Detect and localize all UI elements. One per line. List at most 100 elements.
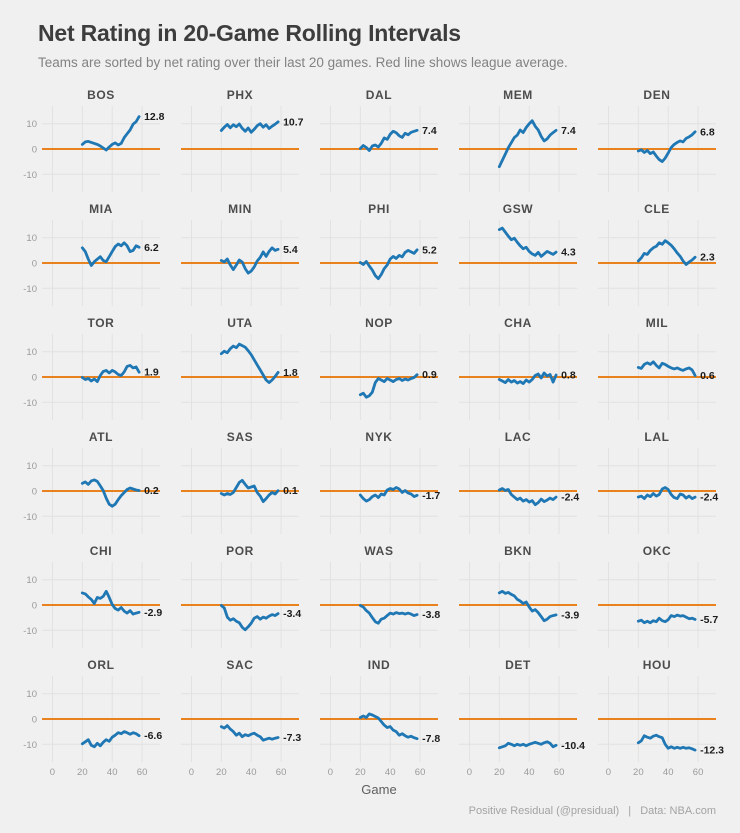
end-value-label: 0.6 xyxy=(700,370,715,382)
team-panel-mia: MIA 6.2 -10 0 10 xyxy=(23,202,160,306)
line-chart: 1.9 -10 0 10 xyxy=(23,334,160,420)
line-chart: 1.8 xyxy=(181,334,299,420)
line-chart: 4.3 xyxy=(459,220,577,306)
end-value-label: -5.7 xyxy=(700,614,718,626)
line-chart: 12.8 -10 0 10 xyxy=(23,106,165,192)
net-rating-line xyxy=(497,371,558,385)
x-tick-label: 0 xyxy=(606,767,611,778)
panel-title: UTA xyxy=(227,316,253,330)
line-chart: 0.2 -10 0 10 xyxy=(23,448,160,534)
panel-title: LAL xyxy=(644,430,670,444)
line-chart: -1.7 xyxy=(320,448,440,534)
team-panel-den: DEN 6.8 xyxy=(598,88,716,192)
x-tick-label: 60 xyxy=(554,767,565,778)
y-tick-label: 10 xyxy=(26,233,37,244)
panel-title: MIL xyxy=(645,316,669,330)
line-chart: -2.4 xyxy=(459,448,579,534)
net-rating-line xyxy=(219,342,280,384)
line-chart: 0.6 xyxy=(598,334,716,420)
caption-separator: | xyxy=(628,805,632,817)
line-chart: 6.8 xyxy=(598,106,716,192)
line-chart: 2.3 xyxy=(598,220,716,306)
panel-title: SAS xyxy=(226,430,254,444)
line-chart: 0.1 xyxy=(181,448,299,534)
line-chart: -6.6 -10 0 10 0 20 40 60 xyxy=(23,676,162,778)
panel-title: CHA xyxy=(504,316,532,330)
end-value-label: -2.4 xyxy=(561,492,579,504)
end-value-label: 2.3 xyxy=(700,252,715,264)
line-chart: 6.2 -10 0 10 xyxy=(23,220,160,306)
panel-title: POR xyxy=(226,544,254,558)
net-rating-line xyxy=(80,589,141,616)
y-tick-label: 0 xyxy=(32,259,37,270)
panel-title: PHX xyxy=(226,88,254,102)
x-tick-label: 20 xyxy=(494,767,505,778)
end-value-label: -7.3 xyxy=(283,732,301,744)
page-title: Net Rating in 20-Game Rolling Intervals xyxy=(38,20,461,46)
panel-title: ORL xyxy=(87,658,115,672)
x-tick-label: 40 xyxy=(524,767,535,778)
line-chart: -12.3 0 20 40 60 xyxy=(598,676,724,778)
panel-title: MEM xyxy=(503,88,533,102)
x-tick-label: 20 xyxy=(216,767,227,778)
end-value-label: -10.4 xyxy=(561,740,585,752)
end-value-label: -3.4 xyxy=(283,608,301,620)
end-value-label: 7.4 xyxy=(561,125,576,137)
panel-title: IND xyxy=(367,658,391,672)
end-value-label: -1.7 xyxy=(422,490,440,502)
x-tick-label: 60 xyxy=(415,767,426,778)
x-tick-label: 20 xyxy=(633,767,644,778)
team-panel-uta: UTA 1.8 xyxy=(181,316,299,420)
end-value-label: -6.6 xyxy=(144,730,162,742)
panel-title: BKN xyxy=(504,544,532,558)
panel-title: GSW xyxy=(502,202,534,216)
y-tick-label: 10 xyxy=(26,347,37,358)
end-value-label: 5.4 xyxy=(283,244,298,256)
end-value-label: 0.1 xyxy=(283,485,298,497)
y-tick-label: -10 xyxy=(23,398,37,409)
x-axis-title: Game xyxy=(361,782,397,797)
y-tick-label: 10 xyxy=(26,119,37,130)
net-rating-line xyxy=(219,479,280,503)
y-tick-label: 0 xyxy=(32,373,37,384)
line-chart: -7.8 0 20 40 60 xyxy=(320,676,440,778)
panel-title: NYK xyxy=(365,430,393,444)
x-tick-label: 20 xyxy=(355,767,366,778)
y-tick-label: 0 xyxy=(32,487,37,498)
end-value-label: 6.8 xyxy=(700,126,715,138)
end-value-label: -3.9 xyxy=(561,609,579,621)
panel-title: DET xyxy=(505,658,531,672)
panel-title: TOR xyxy=(87,316,115,330)
net-rating-line xyxy=(358,373,419,399)
end-value-label: -3.8 xyxy=(422,609,440,621)
team-panel-mem: MEM 7.4 xyxy=(459,88,577,192)
panel-title: DAL xyxy=(365,88,393,102)
x-tick-label: 0 xyxy=(328,767,333,778)
line-chart: 5.2 xyxy=(320,220,438,306)
team-panel-was: WAS -3.8 xyxy=(320,544,440,648)
line-chart: -3.4 xyxy=(181,562,301,648)
end-value-label: 0.9 xyxy=(422,369,437,381)
chart-caption: Positive Residual (@presidual) | Data: N… xyxy=(0,805,740,817)
team-panel-por: POR -3.4 xyxy=(181,544,301,648)
team-panel-bos: BOS 12.8 -10 0 10 xyxy=(23,88,165,192)
team-panel-sac: SAC -7.3 0 20 40 60 xyxy=(181,658,301,778)
line-chart: -3.8 xyxy=(320,562,440,648)
y-tick-label: -10 xyxy=(23,170,37,181)
net-rating-line xyxy=(358,486,419,503)
team-panel-phi: PHI 5.2 xyxy=(320,202,438,306)
team-panel-tor: TOR 1.9 -10 0 10 xyxy=(23,316,160,420)
line-chart: -2.9 -10 0 10 xyxy=(23,562,162,648)
end-value-label: 7.4 xyxy=(422,125,437,137)
line-chart: -7.3 0 20 40 60 xyxy=(181,676,301,778)
net-rating-line xyxy=(219,724,280,742)
team-panel-sas: SAS 0.1 xyxy=(181,430,299,534)
net-rating-line xyxy=(636,360,697,377)
net-rating-line xyxy=(636,733,697,752)
team-panel-orl: ORL -6.6 -10 0 10 0 20 40 60 xyxy=(23,658,162,778)
team-panel-hou: HOU -12.3 0 20 40 60 xyxy=(598,658,724,778)
end-value-label: -12.3 xyxy=(700,745,724,757)
end-value-label: 4.3 xyxy=(561,247,576,259)
panel-title: NOP xyxy=(365,316,393,330)
